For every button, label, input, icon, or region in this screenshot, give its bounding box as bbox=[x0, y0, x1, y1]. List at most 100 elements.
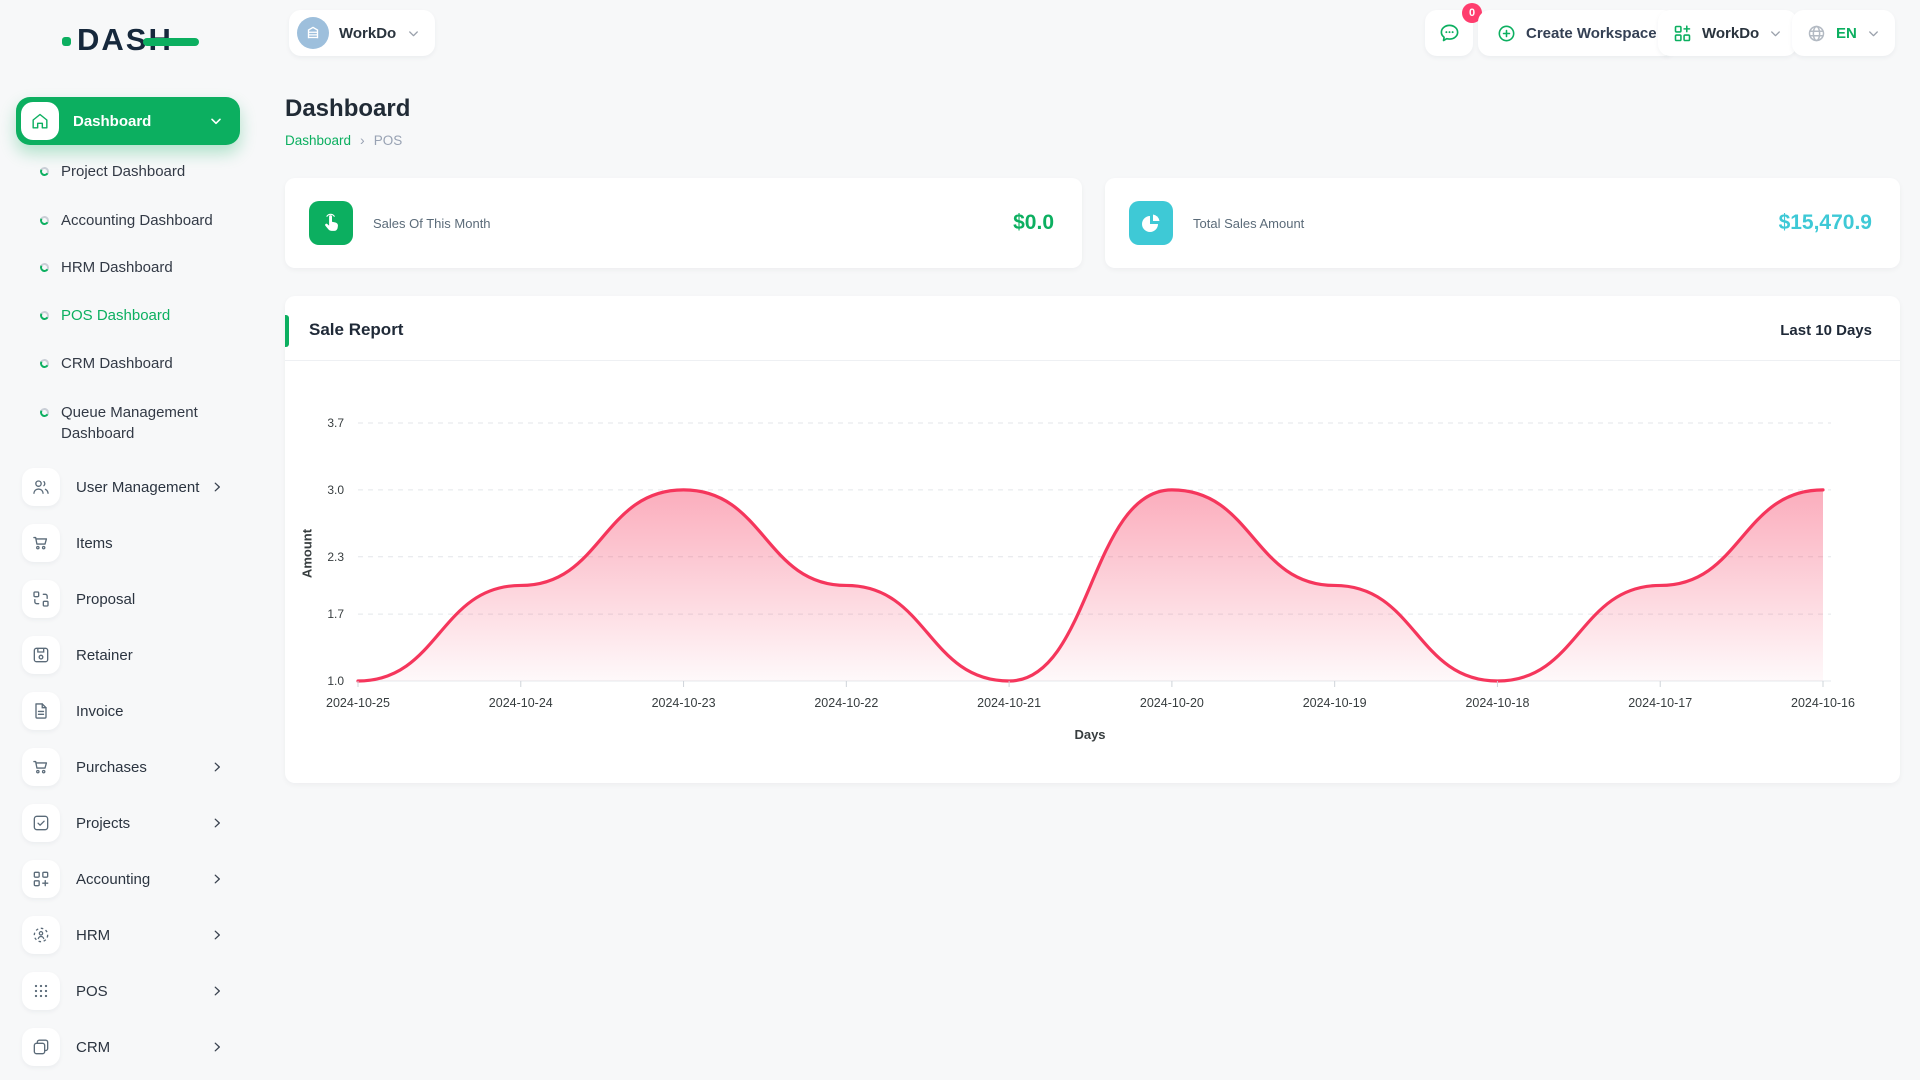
sale-report-card: Sale Report Last 10 Days Amount 3.7 3.0 2.… bbox=[285, 296, 1900, 783]
chevron-right-icon bbox=[210, 872, 224, 886]
bullet-icon bbox=[38, 165, 51, 178]
sidebar-item-retainer[interactable]: Retainer bbox=[0, 627, 256, 683]
building-icon bbox=[307, 26, 319, 39]
nav-icon-chip bbox=[22, 804, 60, 842]
chevron-down-icon bbox=[1771, 30, 1781, 36]
x-tick-label: 2024-10-25 bbox=[326, 696, 390, 710]
sidebar-item-queue-management-dashboard[interactable]: Queue Management Dashboard bbox=[38, 402, 256, 444]
bullet-icon bbox=[38, 261, 51, 274]
sidebar-item-purchases[interactable]: Purchases bbox=[0, 739, 256, 795]
breadcrumb-separator-icon: › bbox=[360, 132, 365, 148]
nav-icon-chip bbox=[22, 692, 60, 730]
x-tick-label: 2024-10-17 bbox=[1628, 696, 1692, 710]
stat-value: $15,470.9 bbox=[1778, 211, 1872, 234]
sidebar-item-invoice[interactable]: Invoice bbox=[0, 683, 256, 739]
x-tick-label: 2024-10-18 bbox=[1465, 696, 1529, 710]
sidebar-item-items[interactable]: Items bbox=[0, 515, 256, 571]
chevron-down-icon bbox=[409, 30, 419, 36]
swap-squares-icon bbox=[33, 591, 49, 607]
bullet-icon bbox=[38, 214, 51, 227]
x-tick-label: 2024-10-23 bbox=[652, 696, 716, 710]
page-title: Dashboard bbox=[285, 95, 411, 122]
sidebar: Dashboard Project Dashboard Accounting D… bbox=[0, 72, 260, 1080]
nav-icon-chip bbox=[22, 468, 60, 506]
sidebar-item-pos-dashboard[interactable]: POS Dashboard bbox=[38, 305, 256, 326]
app-logo: DASH bbox=[62, 20, 199, 60]
sidebar-item-user-management[interactable]: User Management bbox=[0, 459, 256, 515]
users-icon bbox=[33, 480, 49, 494]
breadcrumb-root-link[interactable]: Dashboard bbox=[285, 132, 352, 148]
floppy-icon bbox=[33, 647, 49, 663]
messages-badge: 0 bbox=[1462, 3, 1482, 23]
workspace-avatar bbox=[297, 17, 329, 49]
stat-label: Total Sales Amount bbox=[1193, 215, 1305, 231]
stat-label: Sales Of This Month bbox=[373, 215, 491, 231]
stat-card-sales-of-month: Sales Of This Month $0.0 bbox=[285, 178, 1082, 268]
workspace-switcher[interactable]: WorkDo bbox=[289, 10, 436, 56]
bullet-icon bbox=[38, 309, 51, 322]
x-tick-label: 2024-10-16 bbox=[1791, 696, 1855, 710]
hand-tap-icon bbox=[325, 213, 338, 231]
sidebar-item-hrm-dashboard[interactable]: HRM Dashboard bbox=[38, 257, 256, 278]
breadcrumb: Dashboard › POS bbox=[285, 132, 402, 148]
x-axis-title: Days bbox=[1074, 727, 1106, 742]
nav-icon-chip bbox=[22, 636, 60, 674]
nav-icon-chip bbox=[22, 580, 60, 618]
x-tick-label: 2024-10-20 bbox=[1140, 696, 1204, 710]
chevron-down-icon bbox=[208, 113, 224, 129]
check-square-icon bbox=[33, 815, 49, 831]
sidebar-item-crm[interactable]: CRM bbox=[0, 1019, 256, 1075]
nav-icon-chip bbox=[22, 916, 60, 954]
divider bbox=[285, 360, 1900, 361]
sidebar-item-projects[interactable]: Projects bbox=[0, 795, 256, 851]
nav-icon-chip bbox=[22, 860, 60, 898]
y-tick-label: 3.7 bbox=[327, 416, 344, 430]
chevron-right-icon bbox=[210, 816, 224, 830]
sidebar-item-accounting[interactable]: Accounting bbox=[0, 851, 256, 907]
create-workspace-button[interactable]: Create Workspace bbox=[1478, 10, 1675, 56]
messages-button[interactable]: 0 bbox=[1425, 3, 1482, 56]
sale-report-chart: 3.7 3.0 2.3 1.7 1.0 2024-10-25 2024-10-24 2024-… bbox=[326, 416, 1855, 710]
stat-value: $0.0 bbox=[1013, 211, 1054, 234]
breadcrumb-current: POS bbox=[373, 132, 403, 148]
sidebar-item-crm-dashboard[interactable]: CRM Dashboard bbox=[38, 353, 256, 374]
chevron-right-icon bbox=[210, 760, 224, 774]
workspace-menu-button[interactable]: WorkDo bbox=[1658, 10, 1798, 56]
sidebar-item-label: Dashboard bbox=[73, 112, 152, 130]
stat-icon-chip bbox=[1129, 201, 1173, 245]
bullet-icon bbox=[38, 406, 51, 419]
sidebar-item-hrm[interactable]: HRM bbox=[0, 907, 256, 963]
chevron-down-icon bbox=[1868, 30, 1878, 36]
sidebar-item-proposal[interactable]: Proposal bbox=[0, 571, 256, 627]
sidebar-item-accounting-dashboard[interactable]: Accounting Dashboard bbox=[38, 210, 256, 231]
bullet-icon bbox=[38, 357, 51, 370]
dashboard-icon-chip bbox=[21, 102, 59, 140]
nav-icon-chip bbox=[22, 748, 60, 786]
plus-circle-icon bbox=[1498, 25, 1515, 41]
grid-plus-icon bbox=[33, 871, 49, 887]
nav-icon-chip bbox=[22, 972, 60, 1010]
x-tick-label: 2024-10-19 bbox=[1303, 696, 1367, 710]
series-line bbox=[356, 488, 1825, 683]
x-tick-label: 2024-10-24 bbox=[489, 696, 553, 710]
workspace-menu-label: WorkDo bbox=[1702, 24, 1760, 42]
chevron-right-icon bbox=[210, 928, 224, 942]
sidebar-item-dashboard[interactable]: Dashboard bbox=[16, 97, 240, 145]
x-tick-label: 2024-10-21 bbox=[977, 696, 1041, 710]
pie-chart-icon bbox=[1142, 214, 1160, 232]
sidebar-item-project-dashboard[interactable]: Project Dashboard bbox=[38, 161, 256, 182]
document-icon bbox=[35, 703, 47, 719]
sidebar-item-pos[interactable]: POS bbox=[0, 963, 256, 1019]
y-tick-label: 1.7 bbox=[327, 607, 344, 621]
workspace-name: WorkDo bbox=[339, 24, 397, 42]
chart-title: Sale Report bbox=[309, 320, 404, 339]
cart-icon bbox=[33, 536, 48, 550]
stat-icon-chip bbox=[309, 201, 353, 245]
card-accent-bar bbox=[285, 315, 289, 347]
chevron-right-icon bbox=[210, 1040, 224, 1054]
x-tick-label: 2024-10-22 bbox=[814, 696, 878, 710]
y-tick-label: 1.0 bbox=[327, 674, 344, 688]
language-selector[interactable]: EN bbox=[1792, 10, 1895, 56]
y-tick-label: 3.0 bbox=[327, 483, 344, 497]
dots-grid-icon bbox=[34, 984, 48, 998]
